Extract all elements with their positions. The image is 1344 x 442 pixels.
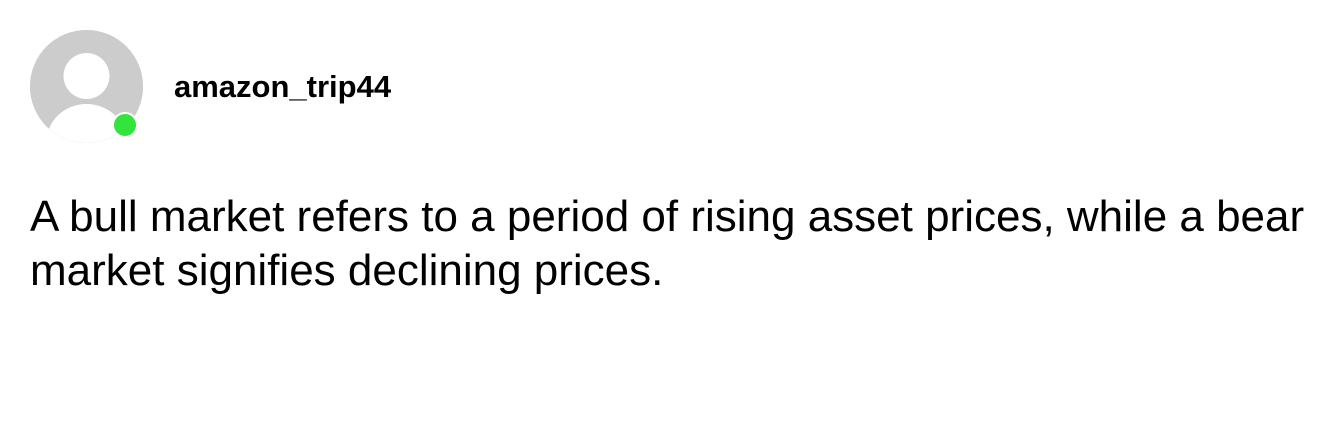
online-status-dot <box>112 112 138 138</box>
avatar[interactable] <box>30 30 143 143</box>
username[interactable]: amazon_trip44 <box>174 69 392 104</box>
comment-text: A bull market refers to a period of risi… <box>30 192 1305 295</box>
user-silhouette-icon <box>30 30 143 143</box>
